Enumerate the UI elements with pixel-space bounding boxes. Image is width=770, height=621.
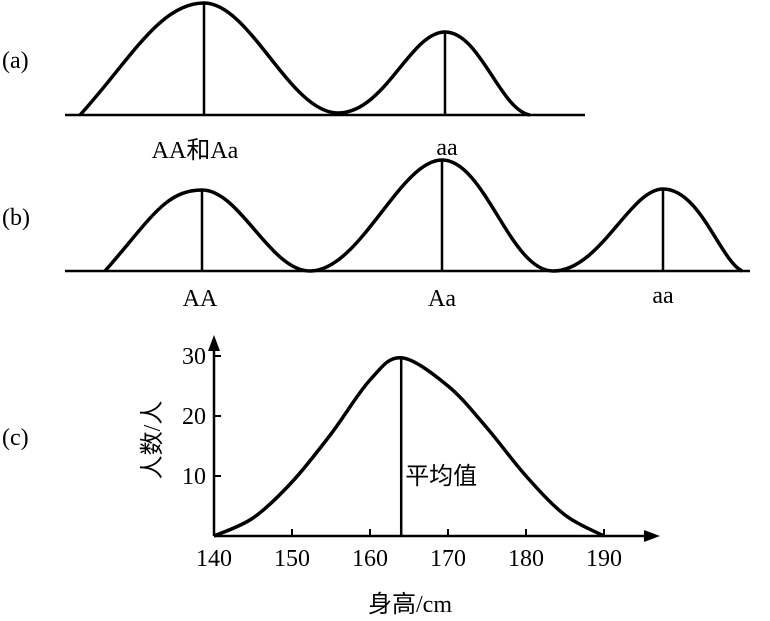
peak-label: AA和Aa bbox=[152, 137, 239, 164]
peak-label: Aa bbox=[428, 286, 456, 312]
y-tick-label: 20 bbox=[182, 404, 206, 430]
peak-label: AA bbox=[183, 286, 218, 312]
x-tick-label: 180 bbox=[508, 546, 544, 572]
panel-label: (a) bbox=[2, 48, 29, 74]
panel-label: (b) bbox=[2, 205, 30, 231]
x-axis-arrow bbox=[644, 530, 660, 542]
x-tick-label: 140 bbox=[196, 546, 232, 572]
panel-label: (c) bbox=[2, 425, 29, 451]
x-tick-label: 150 bbox=[274, 546, 310, 572]
annotation: 平均值 bbox=[405, 463, 477, 490]
x-tick-label: 160 bbox=[352, 546, 388, 572]
peak-label: aa bbox=[652, 283, 674, 309]
x-tick-label: 190 bbox=[586, 546, 622, 572]
y-axis-label: 人数/人 bbox=[139, 401, 166, 480]
distribution-curve bbox=[103, 158, 743, 273]
x-tick-label: 170 bbox=[430, 546, 466, 572]
x-axis-label: 身高/cm bbox=[368, 591, 452, 616]
y-tick-label: 30 bbox=[182, 344, 206, 370]
peak-label: aa bbox=[436, 135, 458, 161]
distribution-curve bbox=[78, 1, 531, 117]
y-axis-arrow bbox=[208, 335, 220, 351]
plot: 140 150 160 170 180 190 10 20 30 平均值 bbox=[182, 344, 622, 572]
distribution-curve bbox=[213, 356, 605, 538]
y-tick-label: 10 bbox=[182, 464, 206, 490]
